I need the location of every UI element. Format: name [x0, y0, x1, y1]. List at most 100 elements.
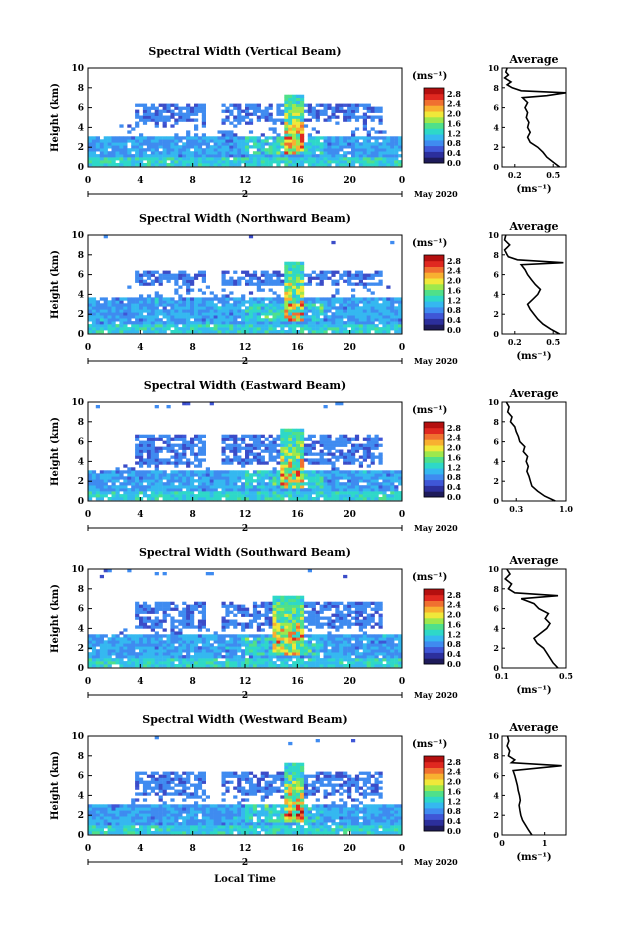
heatmap-cell	[319, 622, 324, 626]
heatmap-cell	[374, 270, 379, 274]
heatmap-cell	[154, 318, 159, 322]
heatmap-cell	[213, 658, 218, 662]
heatmap-cell	[311, 297, 316, 301]
heatmap-cell	[323, 655, 328, 659]
heatmap-cell	[252, 270, 258, 274]
heatmap-cell	[268, 497, 273, 501]
heatmap-cell	[248, 479, 254, 483]
heatmap-cell	[233, 148, 238, 152]
heatmap-cell	[374, 485, 379, 489]
heatmap-cell	[154, 109, 159, 113]
heatmap-cell	[288, 622, 293, 626]
heatmap-cell	[225, 455, 230, 459]
heatmap-cell	[197, 446, 203, 450]
heatmap-cell	[292, 482, 297, 486]
heatmap-cell	[347, 604, 352, 608]
heatmap-cell	[182, 607, 187, 611]
heatmap-cell	[347, 458, 352, 462]
date-label: May 2020	[414, 189, 458, 199]
heatmap-cell	[260, 133, 265, 137]
heatmap-cell	[174, 312, 179, 316]
heatmap-cell	[378, 476, 383, 480]
heatmap-cell	[142, 121, 148, 125]
heatmap-cell	[354, 601, 360, 605]
heatmap-cell	[370, 142, 375, 146]
heatmap-cell	[335, 640, 340, 644]
heatmap-cell	[307, 145, 312, 149]
heatmap-cell	[276, 476, 281, 480]
heatmap-cell	[217, 652, 222, 656]
heatmap-cell	[292, 628, 297, 632]
heatmap-cell	[162, 655, 167, 659]
heatmap-cell	[237, 658, 242, 662]
heatmap-cell	[327, 145, 332, 149]
heatmap-cell	[335, 485, 340, 489]
heatmap-cell	[315, 497, 320, 501]
heatmap-cell	[166, 443, 171, 447]
heatmap-cell	[358, 607, 363, 611]
heatmap-cell	[276, 109, 281, 113]
heatmap-cell	[370, 470, 375, 474]
heatmap-cell	[319, 151, 324, 155]
heatmap-cell	[146, 616, 152, 620]
heatmap-cell	[182, 622, 187, 626]
heatmap-cell	[374, 476, 379, 480]
heatmap-cell	[107, 497, 112, 501]
heatmap-cell	[135, 664, 140, 668]
heatmap-cell	[217, 148, 222, 152]
heatmap-cell	[280, 330, 285, 334]
heatmap-cell	[292, 631, 297, 635]
heatmap-cell	[339, 649, 344, 653]
heatmap-cell	[225, 279, 230, 283]
heatmap-cell	[311, 619, 316, 623]
heatmap-cell	[327, 473, 332, 477]
heatmap-cell	[390, 473, 395, 477]
heatmap-cell	[288, 613, 293, 617]
heatmap-cell	[319, 610, 324, 614]
heatmap-cell	[233, 154, 238, 158]
heatmap-cell	[331, 664, 336, 668]
heatmap-cell	[300, 613, 305, 617]
heatmap-cell	[88, 658, 93, 662]
heatmap-cell	[186, 497, 191, 501]
heatmap-cell	[374, 154, 379, 158]
heatmap-cell	[150, 479, 155, 483]
heatmap-cell	[343, 488, 348, 492]
heatmap-cell	[142, 634, 148, 638]
heatmap-cell	[284, 318, 289, 322]
heatmap-cell	[186, 273, 191, 277]
heatmap-cell	[288, 604, 293, 608]
heatmap-cell	[139, 485, 144, 489]
heatmap-cell	[280, 327, 285, 331]
x-tick-label: 16	[291, 343, 304, 353]
heatmap-cell	[276, 655, 281, 659]
heatmap-cell	[343, 494, 348, 498]
heatmap-cell	[233, 494, 238, 498]
heatmap-cell	[190, 327, 195, 331]
heatmap-cell	[268, 157, 273, 161]
heatmap-cell	[99, 649, 104, 653]
heatmap-cell	[256, 476, 261, 480]
heatmap-cell	[307, 106, 312, 110]
heatmap-cell	[351, 643, 356, 647]
heatmap-cell	[260, 485, 265, 489]
heatmap-cell	[343, 312, 348, 316]
heatmap-cell	[178, 470, 183, 474]
heatmap-cell	[252, 440, 258, 444]
heatmap-cell	[209, 473, 214, 477]
heatmap-cell	[142, 446, 148, 450]
heatmap-cell	[260, 330, 265, 334]
heatmap-cell	[386, 473, 391, 477]
heatmap-cell	[170, 306, 175, 310]
heatmap-cell	[268, 330, 273, 334]
heatmap-cell	[245, 151, 250, 155]
heatmap-cell	[142, 661, 148, 665]
heatmap-cell	[95, 163, 100, 167]
heatmap-cell	[221, 643, 226, 647]
heatmap-cell	[307, 321, 312, 325]
heatmap-cell	[162, 440, 167, 444]
heatmap-cell	[319, 491, 324, 495]
colorbar-segment	[424, 283, 444, 290]
heatmap-cell	[127, 151, 132, 155]
heatmap-cell	[107, 318, 112, 322]
